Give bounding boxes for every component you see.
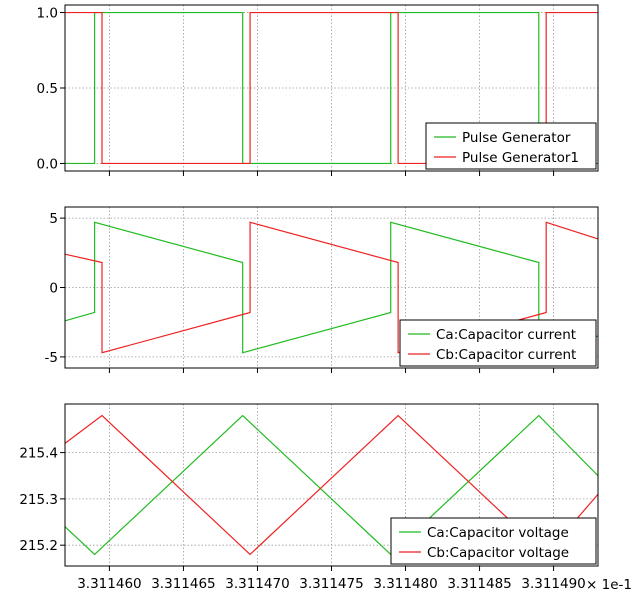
legend: Pulse Generator Pulse Generator1 [425,122,597,170]
y-tick-label: 0.5 [37,81,58,97]
x-tick-label: 3.311465 [151,576,215,592]
plot-frame [64,403,599,567]
pulse-generator-panel: 0.0 0.5 1.0 Pulse Generator Pulse Generator1 [37,4,599,176]
y-tick-label: -5 [45,350,58,366]
legend-label: Ca:Capacitor voltage [427,525,569,541]
capacitor-voltage-panel: 215.2 215.3 215.4 3.311460 3.311465 3.311470 3… [19,403,599,592]
series-line [65,11,598,165]
x-tick-label: 3.311485 [447,576,511,592]
legend-label: Ca:Capacitor current [436,327,576,343]
y-tick-label: 215.4 [19,446,58,462]
x-tick-label: 3.311480 [373,576,437,592]
legend-box [390,517,597,565]
legend-label: Pulse Generator1 [462,150,579,166]
plot-frame [64,206,599,369]
series-line [64,221,599,354]
series-line [64,414,599,556]
legend: Ca:Capacitor voltage Cb:Capacitor voltage [390,517,597,565]
y-tick-label: 0.0 [37,156,58,172]
x-tick-label: 3.311470 [225,576,289,592]
x-tick-label: 3.311490 [521,576,585,592]
series-line [64,221,599,354]
legend-box [399,319,597,367]
legend-label: Cb:Capacitor voltage [427,545,569,561]
y-tick-label: 215.3 [19,492,58,508]
legend-box [425,122,597,170]
legend: Ca:Capacitor current Cb:Capacitor current [399,319,597,367]
series-line [65,11,598,165]
legend-label: Pulse Generator [462,130,571,146]
y-tick-label: 215.2 [19,538,58,554]
capacitor-current-panel: -5 0 5 Ca:Capacitor current Cb:Capacitor cur… [45,206,599,373]
y-tick-label: 5 [49,211,58,227]
x-tick-label: 3.311475 [299,576,363,592]
y-tick-label: 1.0 [37,6,58,22]
plot-frame [64,4,599,172]
y-tick-label: 0 [49,281,58,297]
x-multiplier-label: × 1e-1 [586,577,632,593]
x-tick-label: 3.311460 [77,576,141,592]
legend-label: Cb:Capacitor current [436,347,576,363]
